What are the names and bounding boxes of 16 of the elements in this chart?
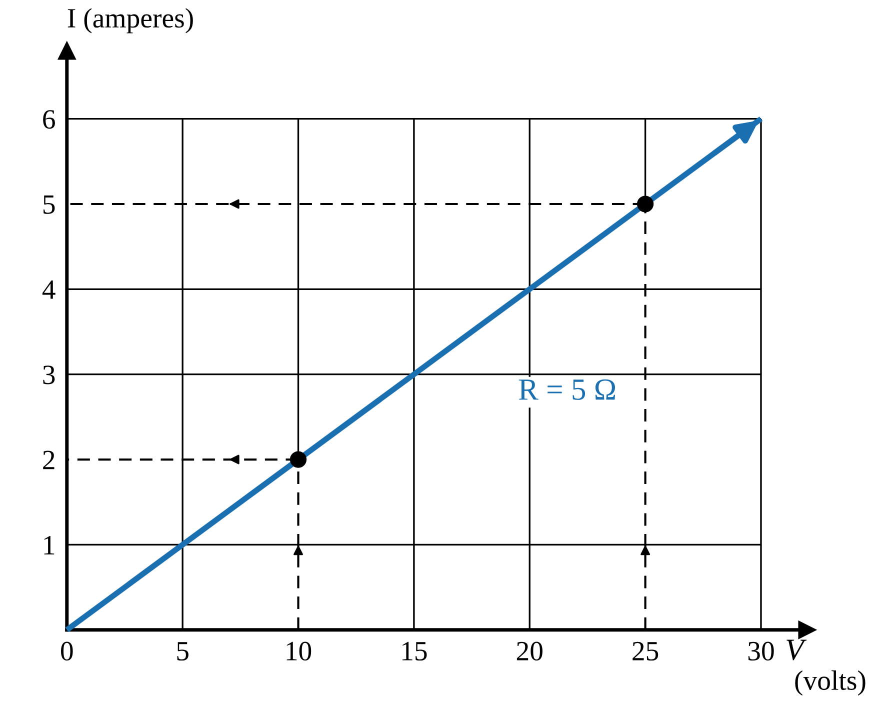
y-axis-title: I (amperes) bbox=[68, 8, 193, 34]
y-tick-label: 4 bbox=[42, 280, 56, 299]
y-tick-label: 3 bbox=[43, 366, 55, 384]
y-tick-label: 5 bbox=[44, 195, 55, 214]
x-tick-label: 20 bbox=[516, 642, 542, 661]
x-tick-label: 15 bbox=[402, 642, 427, 661]
y-tick-label: 1 bbox=[44, 536, 54, 554]
x-axis-title: V (volts) bbox=[786, 640, 866, 696]
x-tick-label: 30 bbox=[748, 642, 774, 661]
y-tick-label: 2 bbox=[43, 450, 54, 470]
text: R = 5 Ω bbox=[518, 379, 616, 400]
y-tick-label: 6 bbox=[43, 110, 55, 129]
x-tick-label: 10 bbox=[286, 642, 312, 661]
x-tick-label: 0 bbox=[61, 642, 73, 661]
x-tick-label: 25 bbox=[632, 642, 658, 661]
x-tick-label: 5 bbox=[177, 642, 188, 661]
